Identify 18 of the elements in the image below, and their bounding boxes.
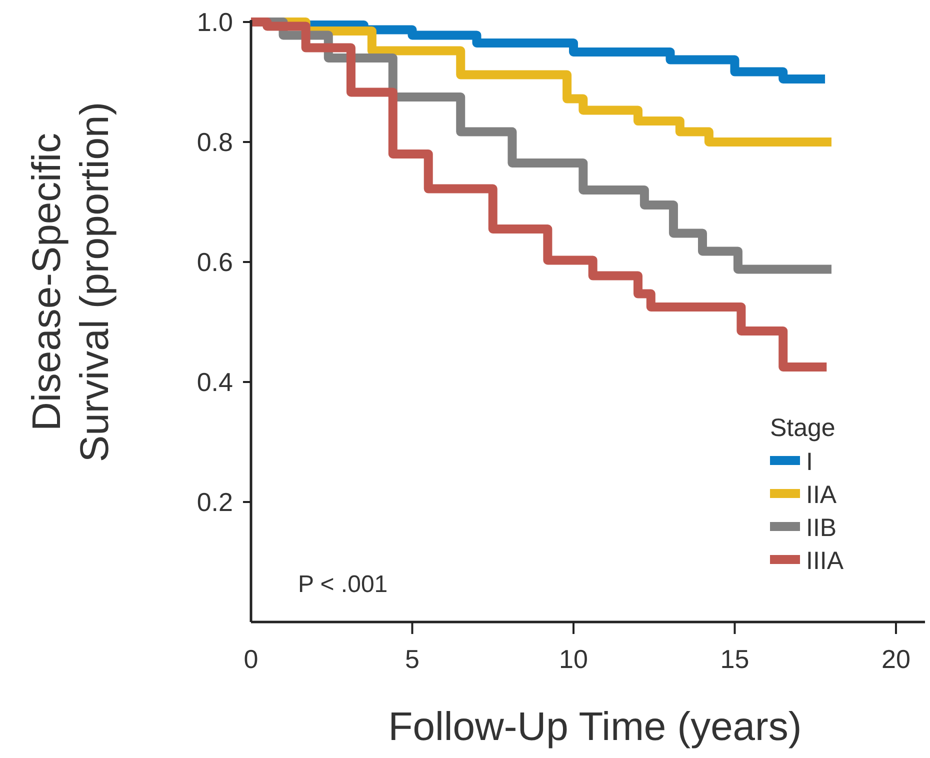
legend-title: Stage (770, 414, 836, 442)
x-tick-label: 5 (405, 644, 420, 674)
x-tick-label: 0 (244, 644, 258, 674)
x-axis-title: Follow-Up Time (years) (388, 705, 802, 749)
y-axis-title: Disease-Specific Survival (proportion) (25, 102, 117, 462)
y-tick-label: 0.4 (196, 367, 233, 398)
y-tick-label: 0.6 (196, 247, 233, 278)
y-tick-label: 0.8 (196, 127, 233, 158)
legend-label: IIB (806, 514, 837, 542)
x-tick-label: 10 (559, 644, 588, 674)
y-tick-label: 0.2 (196, 487, 233, 518)
legend-label: I (806, 448, 813, 476)
y-tick-label: 1.0 (196, 7, 233, 38)
x-tick-label: 20 (882, 644, 910, 674)
legend-label: IIA (806, 480, 837, 509)
legend-label: IIIA (806, 546, 844, 575)
annotation: P < .001 (298, 571, 388, 598)
x-tick-label: 15 (720, 644, 750, 674)
